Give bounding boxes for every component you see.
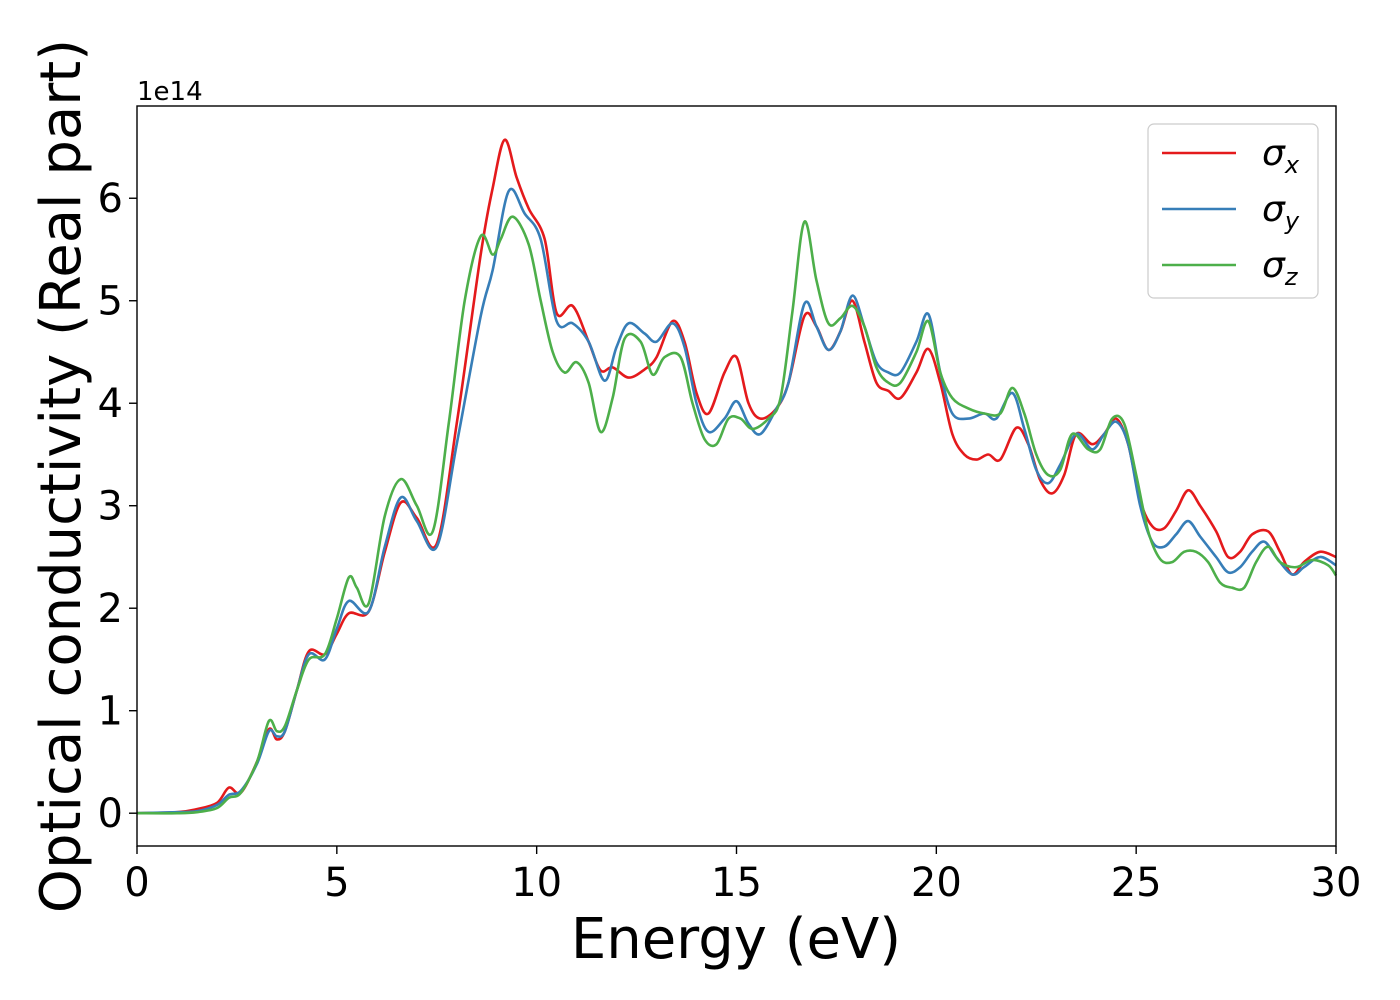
x-tick-label: 0	[124, 860, 149, 906]
x-tick-label: 30	[1311, 860, 1362, 906]
y-tick-label: 3	[98, 484, 123, 530]
y-tick-label: 5	[98, 279, 123, 325]
legend-frame	[1147, 123, 1319, 299]
x-tick-label: 20	[911, 860, 962, 906]
y-axis-ticks: 0 1 2 3 4 5 6	[98, 176, 137, 837]
y-tick-label: 0	[98, 791, 123, 837]
x-axis-title: Energy (eV)	[571, 907, 901, 972]
x-tick-label: 5	[324, 860, 349, 906]
legend-label-z: σz	[1262, 245, 1299, 291]
y-tick-label: 1	[98, 689, 123, 735]
y-axis-title: Optical conductivity (Real part)	[29, 39, 94, 913]
y-tick-label: 2	[98, 586, 123, 632]
series-layer	[136, 138, 1338, 815]
x-tick-label: 10	[511, 860, 562, 906]
x-tick-label: 15	[711, 860, 762, 906]
series-line-z	[136, 215, 1338, 815]
y-tick-label: 6	[98, 176, 123, 222]
y-offset-label: 1e14	[137, 77, 203, 107]
x-axis-ticks: 0 5 10 15 20 25 30	[124, 846, 1361, 906]
y-tick-label: 4	[98, 381, 123, 427]
x-tick-label: 25	[1111, 860, 1162, 906]
